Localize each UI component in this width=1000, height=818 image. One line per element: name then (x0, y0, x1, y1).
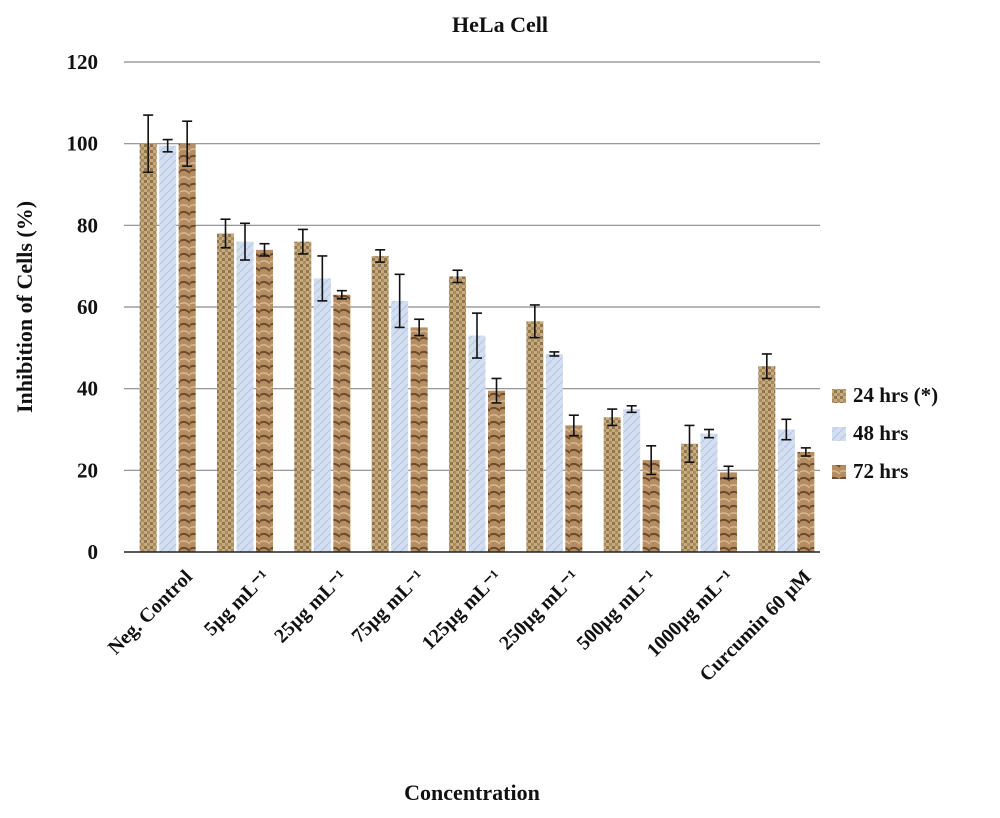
x-category-label: Neg. Control (104, 566, 197, 659)
bar (642, 460, 660, 552)
y-axis-title: Inhibition of Cells (%) (12, 201, 37, 413)
error-bar (607, 408, 618, 427)
x-category-label: 75µg mL⁻¹ (347, 566, 428, 647)
bar (139, 143, 157, 552)
legend-item: 72 hrs (832, 459, 908, 483)
error-bars (143, 114, 811, 480)
bar (178, 143, 196, 552)
bar (797, 451, 815, 552)
bar (371, 255, 389, 553)
bar (410, 327, 428, 552)
bar (333, 294, 351, 552)
bar (623, 409, 641, 552)
bar (256, 249, 273, 553)
bar (700, 433, 718, 552)
error-bar (529, 304, 540, 339)
bar (294, 241, 312, 552)
y-tick-label: 20 (77, 458, 98, 482)
bar (313, 278, 331, 552)
bar (468, 335, 486, 552)
bar (236, 241, 254, 552)
legend: 24 hrs (*) 48 hrs 72 hrs (832, 383, 938, 483)
error-bar (646, 445, 657, 476)
error-bar (452, 269, 463, 284)
x-axis-title: Concentration (404, 780, 540, 805)
y-tick-label: 120 (67, 50, 99, 74)
y-tick-label: 0 (88, 540, 99, 564)
bar (488, 390, 505, 552)
chart-title: HeLa Cell (452, 12, 548, 37)
bar (603, 417, 621, 552)
error-bar (297, 228, 308, 255)
error-bar (568, 414, 579, 437)
error-bar (259, 242, 270, 257)
legend-label: 72 hrs (853, 459, 908, 483)
error-bar (162, 138, 173, 153)
error-bar (394, 273, 405, 329)
error-bar (375, 249, 386, 263)
error-bar (761, 353, 772, 380)
bar (526, 321, 544, 552)
error-bar (549, 351, 560, 357)
error-bar (414, 318, 425, 337)
error-bar (781, 418, 792, 441)
bar (720, 472, 737, 552)
error-bar (491, 377, 502, 404)
legend-item: 24 hrs (*) (832, 383, 938, 407)
error-bar (220, 218, 231, 249)
x-category-label: 125µg mL⁻¹ (418, 566, 506, 654)
error-bar (317, 255, 328, 302)
legend-label: 24 hrs (*) (853, 383, 938, 407)
error-bar (704, 428, 714, 439)
bar (449, 276, 466, 552)
bar (159, 145, 177, 553)
bar (545, 353, 563, 552)
error-bar (472, 312, 482, 359)
legend-swatch (832, 389, 846, 403)
bar (758, 366, 776, 552)
bar (777, 429, 795, 552)
bars (139, 143, 815, 553)
bar (217, 233, 234, 552)
error-bar (626, 405, 637, 414)
x-category-label: 250µg mL⁻¹ (495, 566, 583, 654)
legend-item: 48 hrs (832, 421, 908, 445)
error-bar (684, 424, 695, 463)
legend-swatch (832, 427, 846, 441)
error-bar (723, 465, 734, 480)
error-bar (336, 289, 347, 300)
y-tick-label: 40 (77, 377, 98, 401)
legend-label: 48 hrs (853, 421, 908, 445)
y-axis-ticks: 0 20 40 60 80 100 120 (67, 50, 99, 564)
error-bar (800, 447, 811, 457)
bar (565, 425, 583, 552)
x-category-label: 25µg mL⁻¹ (270, 566, 351, 647)
y-tick-label: 80 (77, 213, 98, 237)
y-tick-label: 100 (67, 132, 99, 156)
bar (391, 300, 409, 552)
error-bar (143, 114, 154, 174)
bar (681, 443, 698, 552)
error-bar (240, 222, 250, 261)
error-bar (182, 120, 193, 167)
x-category-label: 5µg mL⁻¹ (200, 566, 274, 640)
legend-swatch (832, 465, 846, 479)
y-tick-label: 60 (77, 295, 98, 319)
